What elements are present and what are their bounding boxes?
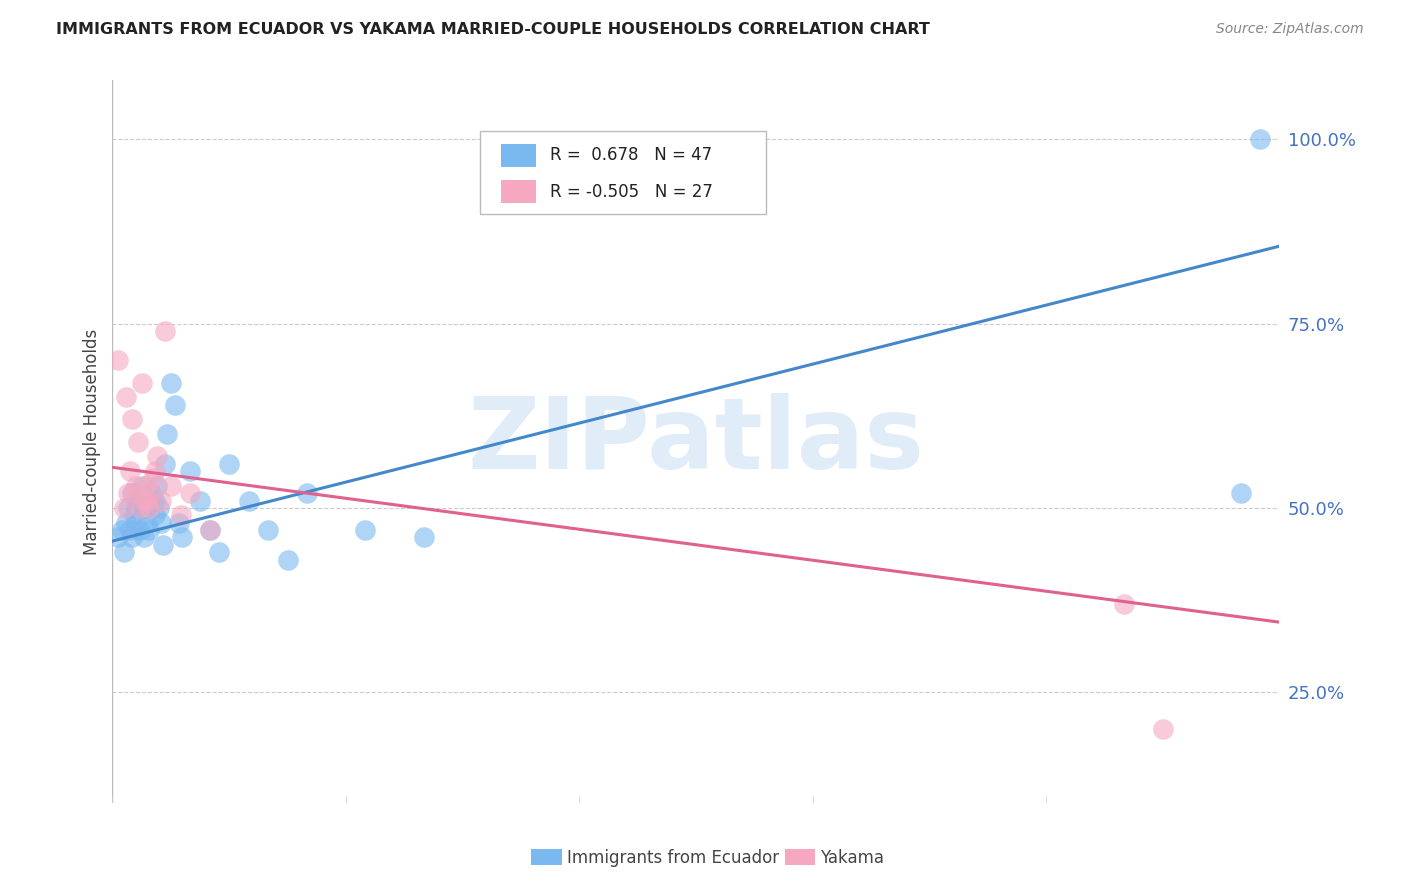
Point <box>156 427 179 442</box>
Point <box>117 486 139 500</box>
Point <box>121 412 143 426</box>
Point <box>188 493 211 508</box>
Point <box>276 552 298 566</box>
Point <box>238 493 260 508</box>
Point <box>198 523 221 537</box>
Point <box>163 398 186 412</box>
Point <box>1152 722 1174 736</box>
Point <box>117 500 139 515</box>
Point <box>208 545 231 559</box>
FancyBboxPatch shape <box>479 131 766 214</box>
Point <box>148 500 170 515</box>
Point <box>138 500 160 515</box>
Point <box>1249 132 1271 146</box>
FancyBboxPatch shape <box>501 144 536 167</box>
Point <box>115 516 138 530</box>
Text: Immigrants from Ecuador: Immigrants from Ecuador <box>567 849 779 867</box>
Point <box>122 508 145 523</box>
Point <box>125 500 148 515</box>
Point <box>146 450 169 464</box>
Text: ZIPatlas: ZIPatlas <box>468 393 924 490</box>
Point <box>131 479 153 493</box>
Point <box>115 390 138 404</box>
Point <box>136 516 159 530</box>
Point <box>128 523 150 537</box>
Point <box>118 523 141 537</box>
Point <box>1112 597 1135 611</box>
Point <box>111 523 134 537</box>
Text: R =  0.678   N = 47: R = 0.678 N = 47 <box>550 146 713 164</box>
Point <box>132 500 155 515</box>
Point <box>143 464 166 478</box>
Point <box>127 493 149 508</box>
Point <box>142 471 165 485</box>
Point <box>141 486 163 500</box>
Point <box>107 353 129 368</box>
Point <box>132 530 155 544</box>
Point <box>125 479 148 493</box>
Point <box>167 516 190 530</box>
Point <box>131 493 153 508</box>
Point <box>152 538 174 552</box>
Point <box>143 508 166 523</box>
Point <box>160 376 183 390</box>
Point <box>179 486 201 500</box>
Point <box>131 376 153 390</box>
Text: Yakama: Yakama <box>820 849 884 867</box>
Point <box>125 516 148 530</box>
Point <box>150 493 173 508</box>
Y-axis label: Married-couple Households: Married-couple Households <box>83 328 101 555</box>
Point <box>107 530 129 544</box>
Point <box>141 486 163 500</box>
Point <box>132 493 155 508</box>
Point <box>122 486 145 500</box>
Point <box>121 530 143 544</box>
Point <box>257 523 280 537</box>
Point <box>142 493 165 508</box>
Point <box>143 493 166 508</box>
Point <box>135 479 157 493</box>
Point <box>172 530 194 544</box>
Point <box>153 457 176 471</box>
Point <box>127 434 149 449</box>
Point <box>112 500 135 515</box>
Point <box>146 479 169 493</box>
Point <box>136 493 159 508</box>
Point <box>295 486 318 500</box>
Point <box>198 523 221 537</box>
Point <box>135 500 157 515</box>
Text: Source: ZipAtlas.com: Source: ZipAtlas.com <box>1216 22 1364 37</box>
Point <box>354 523 377 537</box>
Point <box>153 324 176 338</box>
Point <box>150 516 173 530</box>
Point <box>112 545 135 559</box>
Text: R = -0.505   N = 27: R = -0.505 N = 27 <box>550 183 713 201</box>
Point <box>138 523 160 537</box>
FancyBboxPatch shape <box>501 180 536 203</box>
Point <box>218 457 240 471</box>
Point <box>179 464 201 478</box>
Point <box>412 530 434 544</box>
Point <box>1229 486 1251 500</box>
Point <box>169 508 191 523</box>
Point <box>121 486 143 500</box>
Point <box>160 479 183 493</box>
Point <box>118 464 141 478</box>
Point <box>128 500 150 515</box>
Text: IMMIGRANTS FROM ECUADOR VS YAKAMA MARRIED-COUPLE HOUSEHOLDS CORRELATION CHART: IMMIGRANTS FROM ECUADOR VS YAKAMA MARRIE… <box>56 22 931 37</box>
